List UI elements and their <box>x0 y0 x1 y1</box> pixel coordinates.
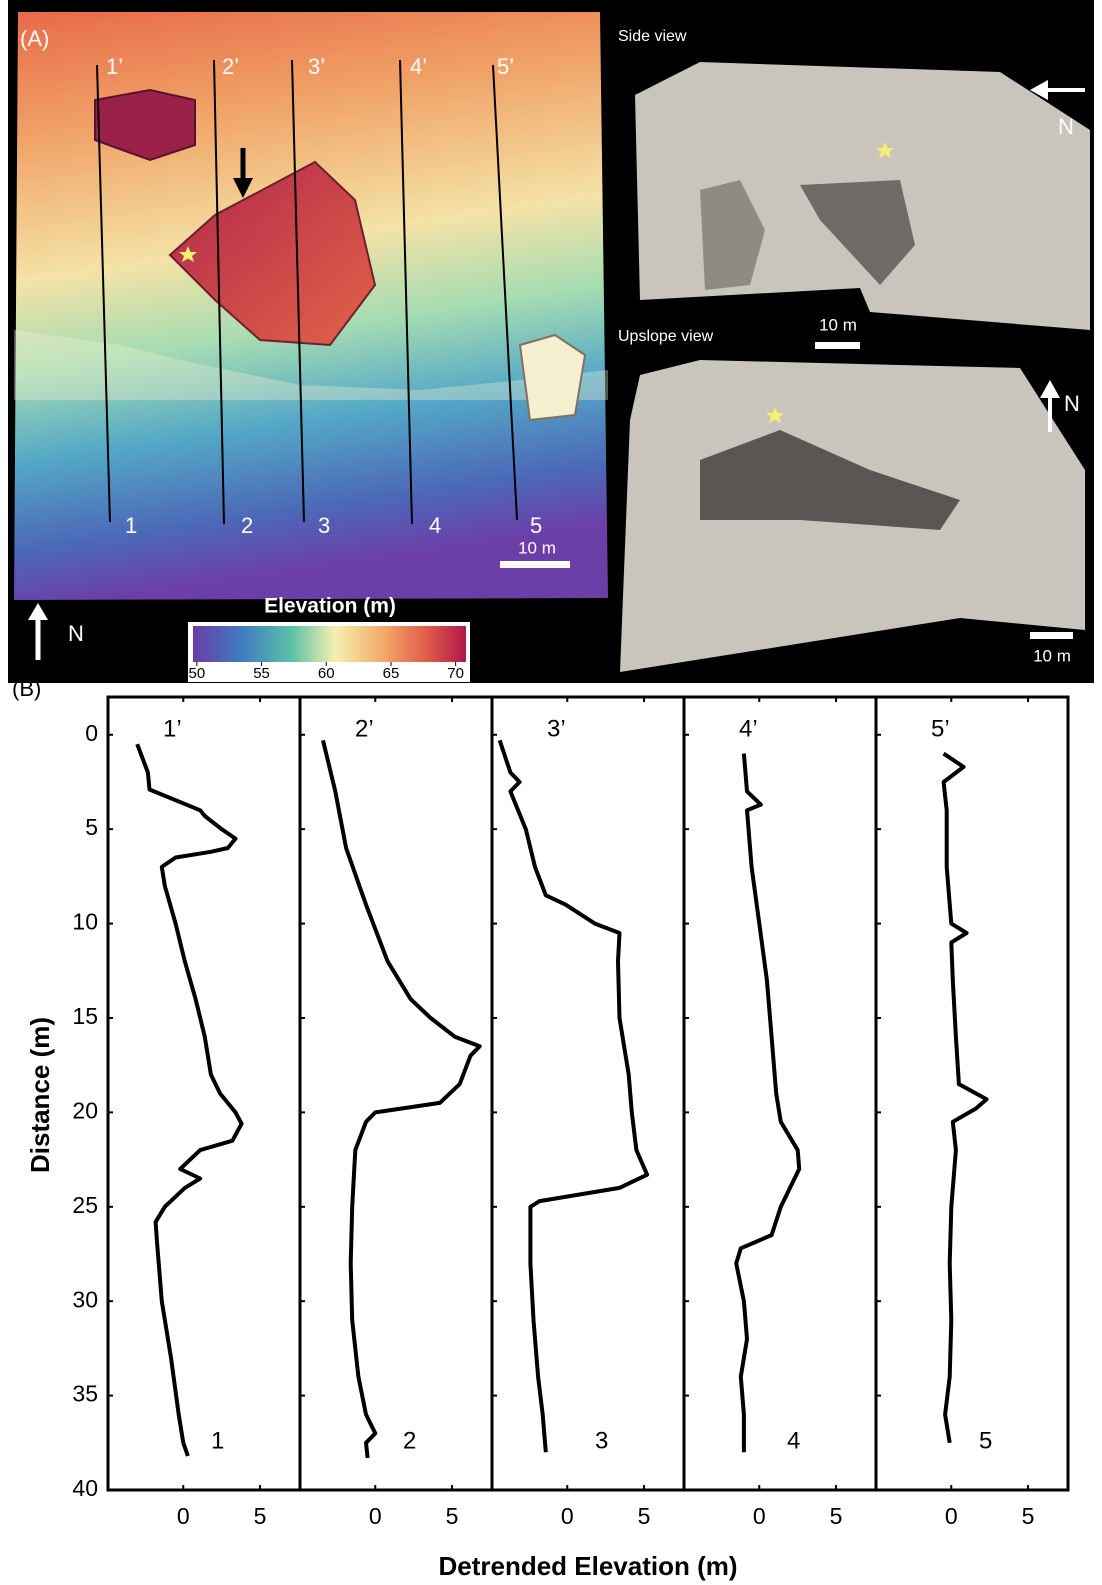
scale-label: 10 m <box>819 315 857 334</box>
profile-line <box>497 739 650 1453</box>
x-tick-label: 0 <box>753 1503 766 1529</box>
transect-line <box>213 59 225 525</box>
transect-label: 2’ <box>222 54 239 79</box>
transect-label: 1 <box>125 513 137 538</box>
colorbar-title: Elevation (m) <box>264 595 396 618</box>
profile-line <box>734 753 802 1453</box>
scale-bar <box>1030 632 1073 639</box>
panel-frame <box>874 695 1070 1492</box>
y-tick-label: 20 <box>72 1097 98 1123</box>
transect-label: 1’ <box>106 54 123 79</box>
transect-label: 5’ <box>497 54 514 79</box>
profile-line <box>135 743 244 1457</box>
profile-label: 2’ <box>355 715 374 742</box>
panel-frame <box>298 695 494 1492</box>
arrow-head <box>233 178 253 198</box>
profile-label: 5’ <box>931 715 950 742</box>
panel-label: (B) <box>12 676 41 701</box>
profile-label: 2 <box>403 1427 416 1454</box>
y-tick-label: 40 <box>72 1475 98 1501</box>
x-tick-label: 5 <box>830 1503 843 1529</box>
colorbar-tick-label: 70 <box>447 665 464 682</box>
x-tick-label: 5 <box>254 1503 267 1529</box>
scale-bar <box>815 342 860 349</box>
y-tick-label: 25 <box>72 1192 98 1218</box>
y-axis-title: Distance (m) <box>25 1017 55 1173</box>
x-tick-label: 5 <box>446 1503 459 1529</box>
colorbar-tick-label: 60 <box>318 665 335 682</box>
profile-label: 1’ <box>163 715 182 742</box>
colorbar <box>193 626 466 662</box>
transect-line <box>291 59 305 523</box>
panel-frame <box>682 695 878 1492</box>
y-tick-label: 15 <box>72 1003 98 1029</box>
scale-bar <box>500 561 570 568</box>
profile-label: 4’ <box>739 715 758 742</box>
star <box>876 142 894 158</box>
transect-line <box>492 64 518 521</box>
map-shading <box>14 330 608 400</box>
boulder <box>168 160 377 347</box>
scale-label: 10 m <box>1033 646 1071 665</box>
colorbar-tick-label: 50 <box>189 665 206 682</box>
view-title: Side view <box>618 28 687 45</box>
transect-label: 4’ <box>410 54 427 79</box>
profile-label: 4 <box>787 1427 800 1454</box>
y-tick-label: 35 <box>72 1381 98 1407</box>
transect-line <box>96 64 111 523</box>
view-title: Upslope view <box>618 328 714 345</box>
north-arrow-head <box>1030 80 1048 100</box>
render-shadow <box>700 180 765 290</box>
x-tick-label: 0 <box>369 1503 382 1529</box>
north-arrow-head <box>1040 380 1060 398</box>
x-tick-label: 0 <box>561 1503 574 1529</box>
star <box>766 407 784 423</box>
render-shadow <box>800 180 915 285</box>
x-tick-label: 5 <box>638 1503 651 1529</box>
y-tick-label: 30 <box>72 1286 98 1312</box>
north-label: N <box>1058 114 1074 139</box>
y-tick-label: 10 <box>72 909 98 935</box>
transect-label: 3 <box>318 513 330 538</box>
x-tick-label: 0 <box>945 1503 958 1529</box>
render-shadow <box>700 430 960 530</box>
x-axis-title: Detrended Elevation (m) <box>438 1551 737 1581</box>
transect-line <box>399 59 413 525</box>
profile-label: 1 <box>211 1427 224 1454</box>
transect-label: 5 <box>530 513 542 538</box>
boulder <box>94 88 196 162</box>
star <box>179 246 197 262</box>
x-tick-label: 0 <box>177 1503 190 1529</box>
transect-label: 3’ <box>308 54 325 79</box>
y-tick-label: 5 <box>85 814 98 840</box>
profile-label: 3’ <box>547 715 566 742</box>
boulder <box>518 333 587 422</box>
y-tick-label: 0 <box>85 720 98 746</box>
scale-label: 10 m <box>518 538 556 557</box>
profile-line <box>321 739 482 1459</box>
profile-label: 3 <box>595 1427 608 1454</box>
north-label: N <box>68 621 84 646</box>
north-label: N <box>1064 391 1080 416</box>
north-arrow-head <box>28 603 48 620</box>
profile-label: 5 <box>979 1427 992 1454</box>
transect-label: 4 <box>429 513 441 538</box>
colorbar-tick-label: 55 <box>253 665 270 682</box>
colorbar-tick-label: 65 <box>383 665 400 682</box>
transect-label: 2 <box>241 513 253 538</box>
profile-line <box>941 751 989 1444</box>
panel-label: (A) <box>20 26 49 51</box>
x-tick-label: 5 <box>1022 1503 1035 1529</box>
